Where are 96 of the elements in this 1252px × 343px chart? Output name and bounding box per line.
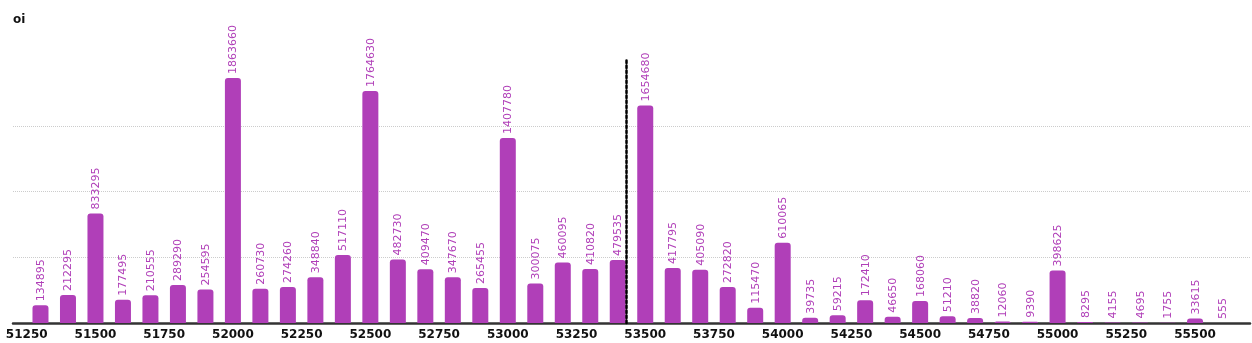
data-label: 51210 — [941, 277, 955, 313]
data-label: 517110 — [336, 209, 350, 251]
bar — [719, 287, 736, 323]
x-tick-label: 55000 — [1036, 327, 1079, 341]
data-label: 115470 — [748, 261, 762, 304]
bar — [527, 283, 544, 323]
x-tick-label: 53500 — [624, 327, 667, 341]
x-tick-label: 51250 — [5, 327, 48, 341]
bar — [857, 300, 874, 323]
data-label: 482730 — [391, 213, 405, 256]
data-label: 4695 — [1133, 290, 1147, 319]
data-label: 9390 — [1023, 289, 1037, 318]
bar — [774, 242, 791, 323]
x-tick-label: 54500 — [899, 327, 942, 341]
x-tick-label: 53000 — [486, 327, 529, 341]
bar — [252, 288, 269, 323]
bar — [637, 105, 654, 323]
bar — [279, 286, 296, 323]
bar — [444, 277, 461, 323]
x-tick-label: 53250 — [555, 327, 598, 341]
data-label: 1764630 — [363, 37, 377, 87]
data-label: 410820 — [583, 222, 597, 265]
x-tick-label: 52750 — [418, 327, 460, 341]
data-label: 1755 — [1161, 290, 1175, 319]
data-label: 348840 — [308, 231, 322, 274]
data-label: 260730 — [253, 242, 267, 285]
bar — [197, 289, 214, 323]
data-label: 254595 — [198, 243, 212, 286]
x-tick-label: 54750 — [967, 327, 1010, 341]
data-label: 405090 — [693, 223, 707, 266]
bar — [692, 269, 709, 323]
data-label: 134895 — [33, 259, 47, 302]
x-tick-label: 52250 — [280, 327, 323, 341]
data-label: 398625 — [1051, 224, 1065, 267]
data-label: 212295 — [61, 249, 75, 292]
x-tick-label: 52000 — [212, 327, 254, 341]
data-label: 33615 — [1188, 279, 1202, 315]
data-label: 417795 — [666, 222, 680, 265]
bar — [499, 137, 516, 323]
x-tick-label: 51750 — [143, 327, 186, 341]
bar — [362, 90, 379, 323]
bar — [32, 305, 49, 323]
bar — [142, 295, 159, 323]
bar — [224, 77, 241, 323]
x-tick-label: 53750 — [693, 327, 735, 341]
bar — [59, 295, 76, 323]
data-label: 300075 — [528, 237, 542, 280]
x-tick-label: 51500 — [74, 327, 117, 341]
data-label: 289290 — [171, 238, 185, 281]
data-label: 409470 — [418, 223, 432, 266]
data-label: 38820 — [968, 278, 982, 314]
bar — [307, 277, 324, 323]
data-label: 460095 — [556, 216, 570, 259]
data-label: 274260 — [281, 240, 295, 283]
x-tick-label: 55250 — [1105, 327, 1148, 341]
bar — [87, 213, 104, 323]
data-label: 1863660 — [226, 24, 240, 74]
bar — [472, 288, 489, 323]
data-label: 347670 — [446, 231, 460, 274]
bar — [1049, 270, 1066, 323]
bar — [609, 259, 626, 323]
data-label: 168060 — [913, 254, 927, 297]
bar — [912, 300, 929, 323]
data-label: 39735 — [803, 278, 817, 314]
data-label: 479535 — [611, 213, 625, 256]
data-label: 1654680 — [638, 52, 652, 102]
bar — [114, 299, 131, 323]
bar — [169, 284, 186, 323]
data-label: 1407780 — [501, 84, 515, 134]
data-label: 46650 — [886, 277, 900, 313]
data-label: 12060 — [996, 282, 1010, 318]
bar — [664, 268, 681, 323]
data-label: 59215 — [831, 276, 845, 312]
y-axis-title: oi — [13, 12, 26, 26]
bar — [554, 262, 571, 323]
data-label: 833295 — [88, 167, 102, 210]
data-label: 4155 — [1106, 290, 1120, 319]
bar — [747, 307, 764, 323]
bar — [389, 259, 406, 323]
bar — [417, 269, 434, 323]
data-label: 177495 — [116, 253, 130, 296]
x-tick-label: 54000 — [761, 327, 804, 341]
data-label: 172410 — [858, 254, 872, 297]
data-label: 210555 — [143, 249, 157, 292]
data-label: 272820 — [721, 241, 735, 284]
bar — [939, 316, 956, 323]
bar — [582, 268, 599, 323]
x-tick-label: 52500 — [349, 327, 392, 341]
data-label: 610065 — [776, 196, 790, 239]
bar — [829, 315, 846, 323]
x-tick-label: 55500 — [1174, 327, 1216, 341]
data-label: 265455 — [473, 242, 487, 285]
bar — [334, 255, 351, 323]
x-tick-label: 54250 — [830, 327, 873, 341]
data-label: 555 — [1216, 297, 1230, 319]
data-label: 8295 — [1078, 289, 1092, 318]
